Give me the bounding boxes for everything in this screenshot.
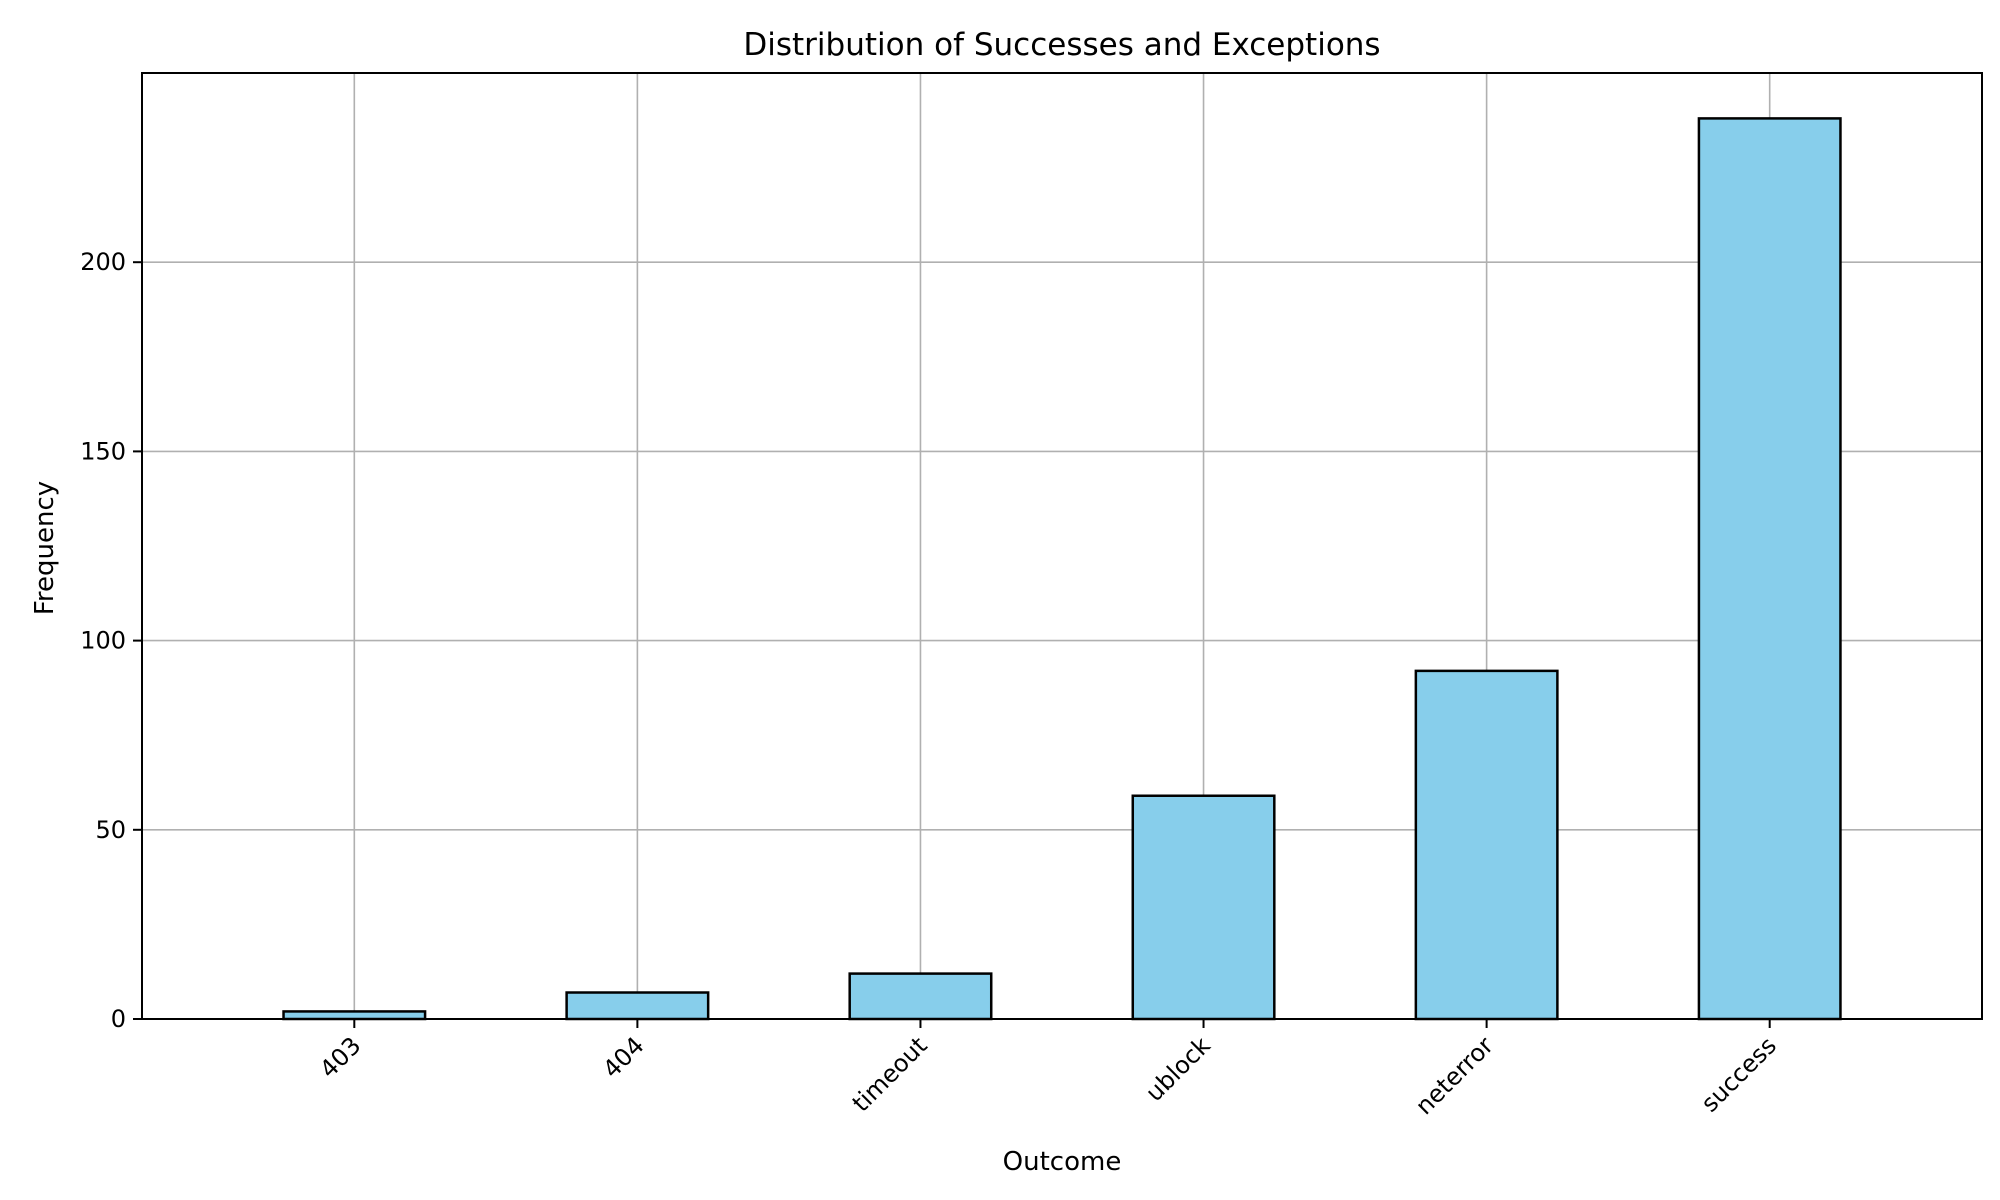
y-tick-label: 150 (80, 437, 126, 465)
bar-ublock (1131, 794, 1276, 1021)
bar-404 (565, 991, 710, 1021)
bar-403 (282, 1010, 427, 1021)
x-tick-label-timeout: timeout (847, 1031, 933, 1117)
y-tick-label: 100 (80, 627, 126, 655)
x-axis-label: Outcome (1003, 1147, 1122, 1177)
axes-layer (141, 72, 1983, 1020)
y-tick-label: 200 (80, 248, 126, 276)
x-tick-label-success: success (1696, 1031, 1782, 1117)
chart-title: Distribution of Successes and Exceptions (743, 27, 1380, 63)
bar-neterror (1414, 669, 1559, 1021)
x-tick-label-ublock: ublock (1140, 1031, 1216, 1107)
x-tick-label-403: 403 (314, 1031, 366, 1083)
bars-layer (282, 117, 1842, 1021)
x-tick-label-404: 404 (597, 1031, 649, 1083)
y-tick-label: 0 (111, 1005, 126, 1033)
y-axis-label: Frequency (30, 481, 60, 615)
bar-timeout (848, 972, 993, 1021)
plot-frame (141, 72, 1983, 1020)
bar-success (1697, 117, 1842, 1021)
x-tick-label-neterror: neterror (1410, 1031, 1499, 1120)
y-tick-label: 50 (95, 816, 126, 844)
